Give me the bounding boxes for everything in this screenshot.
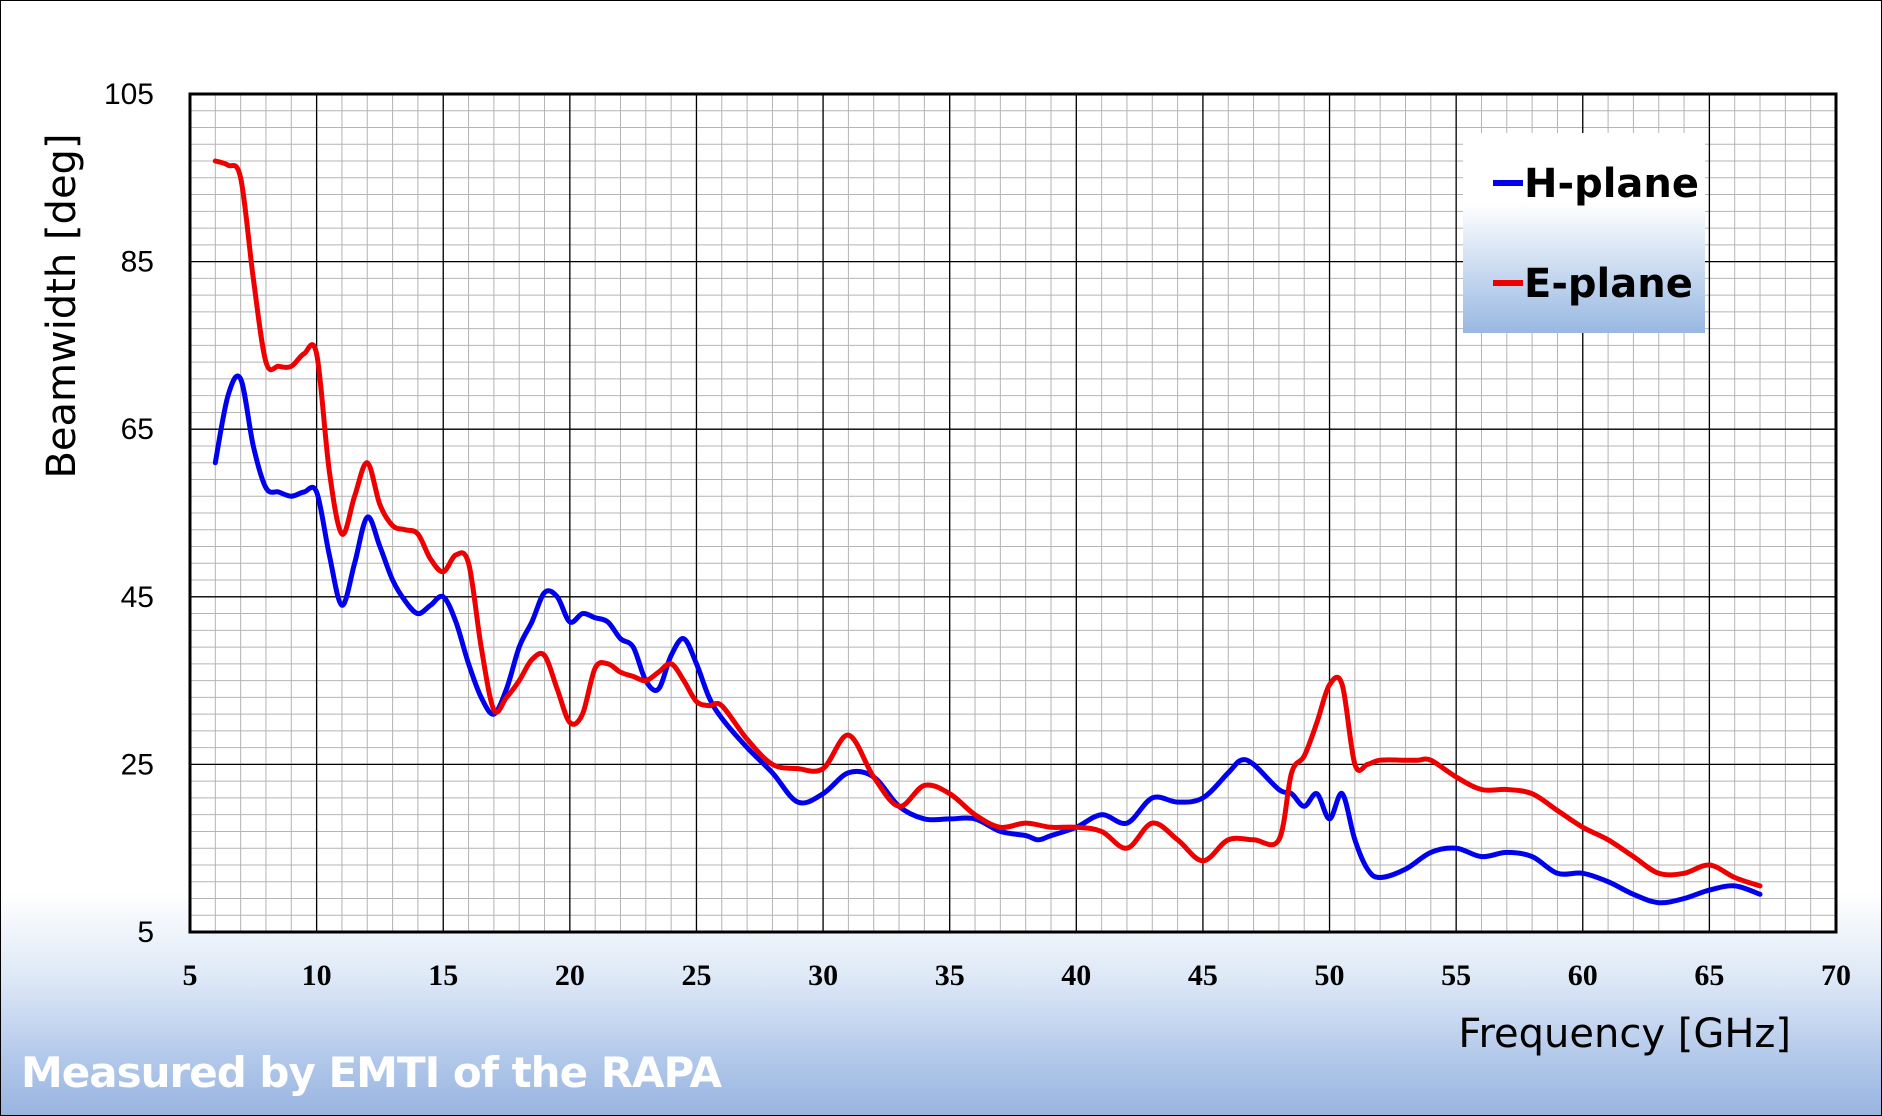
x-tick-label: 45 bbox=[1188, 959, 1218, 992]
legend-box bbox=[1463, 133, 1705, 333]
x-tick-label: 10 bbox=[302, 959, 332, 992]
x-tick-label: 70 bbox=[1821, 959, 1851, 992]
y-tick-label: 85 bbox=[121, 246, 154, 279]
y-tick-labels: 5 25 45 65 85 105 bbox=[104, 78, 154, 949]
legend-label-h-plane: H-plane bbox=[1524, 161, 1699, 207]
y-tick-label: 45 bbox=[121, 581, 154, 614]
x-tick-label: 30 bbox=[808, 959, 838, 992]
legend: H-plane E-plane bbox=[1463, 133, 1705, 333]
x-axis-title: Frequency [GHz] bbox=[1458, 1011, 1791, 1057]
x-tick-label: 25 bbox=[681, 959, 711, 992]
x-tick-label: 50 bbox=[1315, 959, 1345, 992]
x-tick-label: 35 bbox=[935, 959, 965, 992]
y-tick-label: 105 bbox=[104, 78, 154, 111]
y-tick-label: 65 bbox=[121, 413, 154, 446]
legend-label-e-plane: E-plane bbox=[1524, 261, 1693, 307]
x-tick-label: 40 bbox=[1061, 959, 1091, 992]
y-axis-title: Beamwidth [deg] bbox=[39, 133, 85, 478]
measurement-credit: Measured by EMTI of the RAPA bbox=[21, 1048, 722, 1097]
x-tick-label: 20 bbox=[555, 959, 585, 992]
x-tick-label: 5 bbox=[183, 959, 198, 992]
series-lines bbox=[212, 158, 1763, 906]
x-tick-label: 60 bbox=[1568, 959, 1598, 992]
y-tick-label: 25 bbox=[121, 748, 154, 781]
x-tick-labels: 5 10 15 20 25 30 35 40 45 50 55 60 65 70 bbox=[183, 959, 1852, 992]
series-line-e-plane bbox=[212, 158, 1763, 889]
series-line-h-plane bbox=[212, 373, 1763, 906]
x-tick-label: 55 bbox=[1441, 959, 1471, 992]
x-tick-label: 65 bbox=[1694, 959, 1724, 992]
plot-border bbox=[188, 92, 1838, 934]
y-tick-label: 5 bbox=[137, 916, 154, 949]
x-tick-label: 15 bbox=[428, 959, 458, 992]
